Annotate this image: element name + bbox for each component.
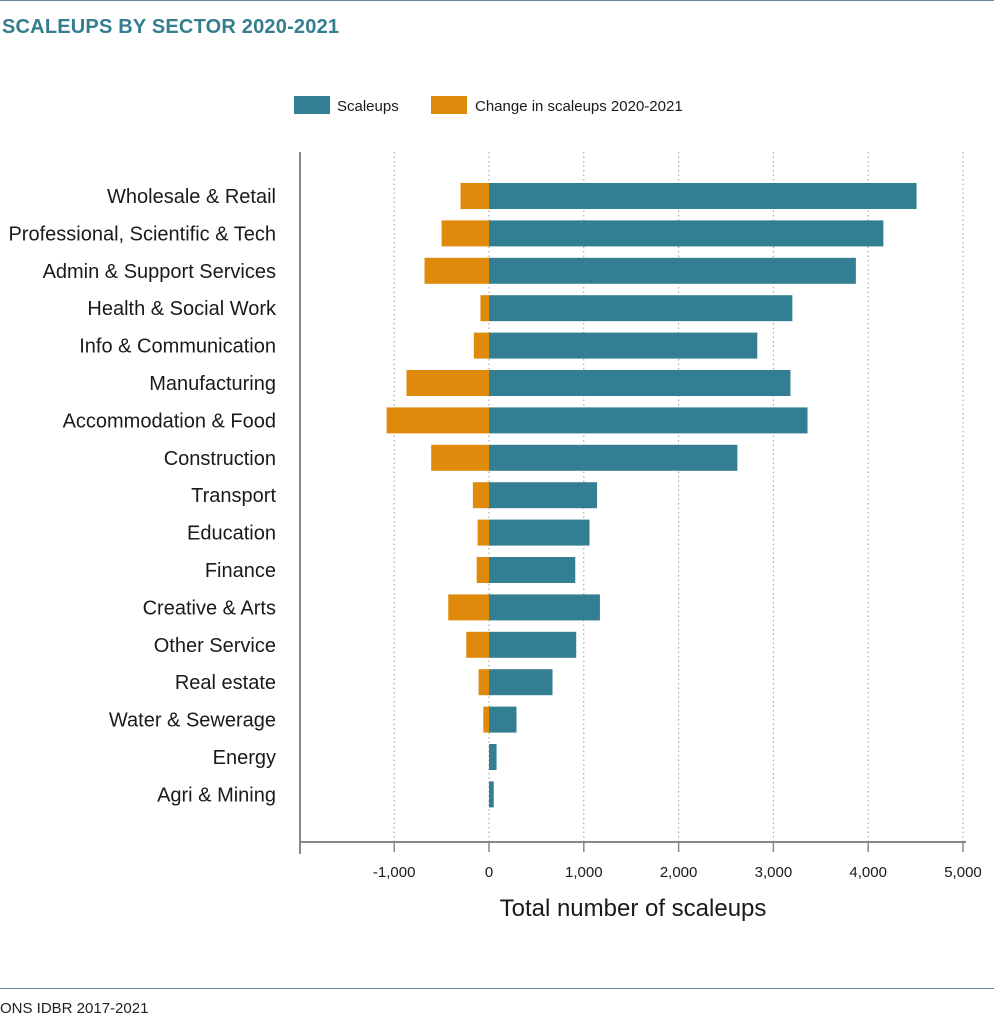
bar-scaleups (489, 594, 600, 621)
axes (299, 152, 966, 854)
category-label: Finance (205, 560, 276, 582)
category-label: Transport (191, 485, 276, 507)
bar-change (441, 220, 489, 247)
bar-scaleups (489, 407, 808, 434)
bar-change (472, 482, 489, 509)
category-label: Accommodation & Food (63, 410, 276, 432)
category-label: Wholesale & Retail (107, 186, 276, 208)
x-tick-label: 4,000 (849, 864, 887, 881)
category-label: Water & Sewerage (109, 710, 276, 732)
legend: Scaleups Change in scaleups 2020-2021 (294, 96, 683, 115)
legend-swatch-change (431, 96, 467, 114)
category-label: Manufacturing (149, 373, 276, 395)
bar-change (424, 257, 489, 284)
bar-change (460, 183, 489, 209)
bar-change (386, 407, 489, 434)
x-tick-label: -1,000 (373, 864, 416, 881)
bars (386, 183, 917, 808)
x-tick-label: 0 (485, 864, 493, 881)
category-label: Professional, Scientific & Tech (8, 223, 276, 245)
category-label: Health & Social Work (87, 298, 277, 320)
x-axis-title: Total number of scaleups (500, 895, 767, 922)
bar-change (431, 444, 489, 471)
bar-change (477, 519, 489, 546)
bar-scaleups (489, 631, 577, 658)
legend-swatch-scaleups (294, 96, 330, 114)
bottom-rule (0, 988, 994, 989)
category-label: Admin & Support Services (43, 261, 276, 283)
x-tick-label: 5,000 (944, 864, 982, 881)
legend-label-change: Change in scaleups 2020-2021 (475, 98, 683, 115)
category-label: Construction (164, 448, 276, 470)
bar-change (406, 370, 489, 396)
category-label: Other Service (154, 635, 276, 657)
bar-scaleups (489, 257, 856, 284)
category-label: Info & Communication (79, 336, 276, 358)
legend-label-scaleups: Scaleups (337, 98, 399, 115)
x-tick-label: 2,000 (660, 864, 698, 881)
chart-title: SCALEUPS BY SECTOR 2020-2021 (2, 16, 340, 38)
bar-change (473, 332, 489, 359)
bar-scaleups (489, 444, 738, 471)
bar-scaleups (489, 519, 590, 546)
bar-scaleups (489, 332, 758, 359)
category-label: Energy (213, 747, 276, 769)
bar-change (448, 594, 489, 621)
category-label: Real estate (175, 672, 276, 694)
bar-scaleups (489, 706, 517, 733)
x-tick-label: 1,000 (565, 864, 603, 881)
bar-change (466, 631, 489, 658)
category-labels: Wholesale & Retail Professional, Scientif… (8, 186, 277, 806)
bar-scaleups (489, 482, 598, 509)
category-label: Education (187, 523, 276, 545)
bar-change (478, 669, 489, 696)
bar-change (483, 706, 489, 733)
tick-labels: -1,000 0 1,000 2,000 3,000 4,000 5,000 (373, 864, 982, 881)
bar-scaleups (489, 295, 793, 322)
top-rule (0, 0, 994, 1)
bar-scaleups (489, 744, 497, 770)
bar-scaleups (489, 557, 576, 583)
bar-change (476, 557, 489, 583)
category-label: Agri & Mining (157, 784, 276, 806)
bar-scaleups (489, 370, 791, 396)
category-label: Creative & Arts (143, 597, 276, 619)
bar-scaleups (489, 183, 917, 209)
bar-scaleups (489, 669, 553, 696)
bar-scaleups (489, 220, 884, 247)
bar-change (480, 295, 489, 322)
x-tick-label: 3,000 (755, 864, 793, 881)
source-note: ONS IDBR 2017-2021 (0, 1000, 149, 1017)
bar-scaleups (489, 781, 494, 808)
